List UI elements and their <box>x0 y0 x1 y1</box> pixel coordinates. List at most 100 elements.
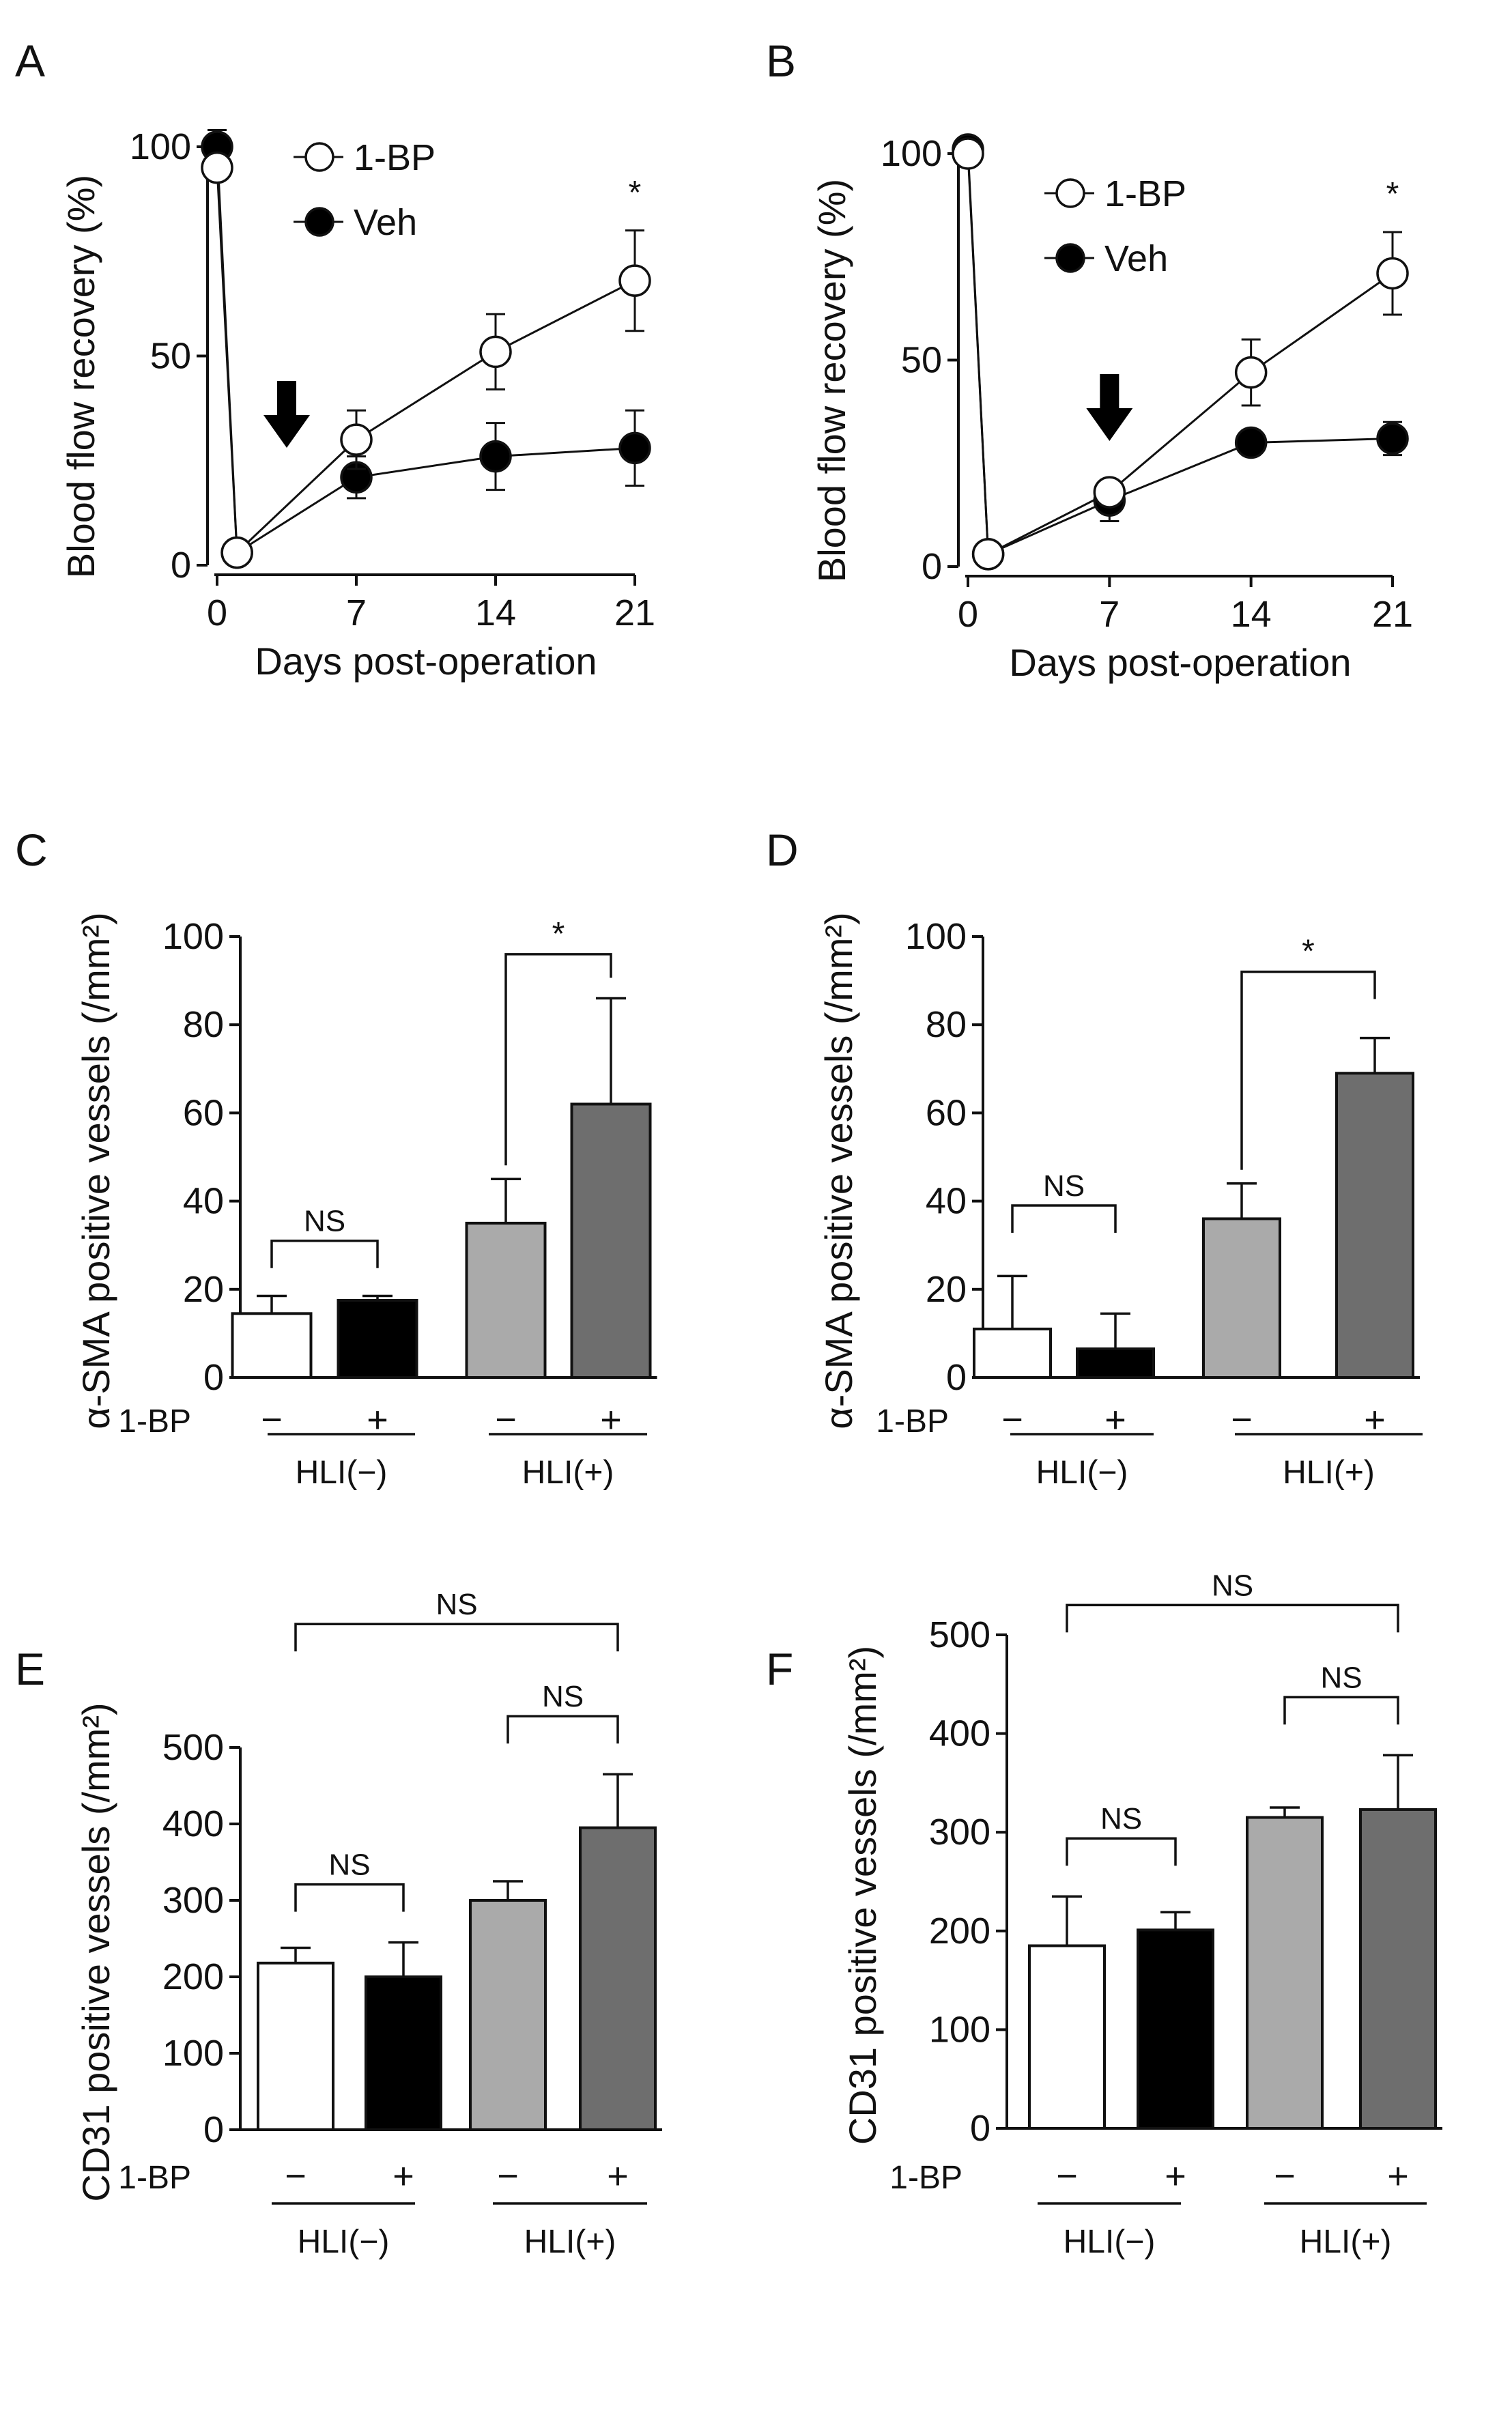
bar <box>1202 1217 1281 1379</box>
comparison-bracket <box>1011 1204 1117 1233</box>
y-tick-label: 100 <box>905 916 967 957</box>
y-tick-label: 80 <box>183 1004 224 1045</box>
significance-star: * <box>629 175 642 211</box>
y-tick-label: 0 <box>203 2109 224 2150</box>
data-point <box>1234 356 1268 389</box>
panel-c: C 0 20 40 60 80 100 α-SMA positive vessels (/mm… <box>15 825 657 1491</box>
treatment-arrow <box>1086 374 1133 441</box>
data-point <box>340 423 373 456</box>
data-point <box>479 335 512 369</box>
y-tick-label: 100 <box>881 133 942 174</box>
treatment-sign: + <box>393 2156 414 2197</box>
bar <box>231 1312 313 1379</box>
group-label: HLI(+) <box>1283 1455 1375 1491</box>
y-tick-label: 40 <box>926 1181 967 1222</box>
group-label: HLI(+) <box>524 2224 616 2260</box>
y-tick-label: 100 <box>130 126 191 167</box>
comparison-label: NS <box>1212 1569 1253 1602</box>
series-line <box>216 167 636 555</box>
y-tick-label: 100 <box>162 2033 224 2074</box>
treatment-sign: − <box>1056 2156 1078 2197</box>
y-tick-label: 40 <box>183 1181 224 1222</box>
data-point <box>618 431 651 465</box>
y-tick-label: 400 <box>929 1713 990 1754</box>
data-point <box>971 538 1005 571</box>
panel-a: A 0 50 100 0 7 14 21 Days post-operation Blood fl… <box>15 35 655 683</box>
data-point <box>201 151 233 184</box>
comparison-bracket <box>1240 970 1376 1170</box>
y-tick-label: 80 <box>926 1004 967 1045</box>
bar <box>1137 1928 1214 2130</box>
treatment-label: 1-BP <box>118 1403 191 1440</box>
panel-label: E <box>15 1644 45 1694</box>
y-axis-title: CD31 positive vessels (/mm²) <box>74 1702 117 2201</box>
x-tick-label: 14 <box>1231 594 1272 635</box>
x-tick-label: 21 <box>614 592 655 633</box>
y-tick-label: 0 <box>171 545 191 586</box>
y-axis-title: α-SMA positive vessels (/mm²) <box>817 912 860 1429</box>
y-tick-label: 500 <box>162 1727 224 1768</box>
bar <box>1246 1816 1324 2130</box>
y-tick-label: 60 <box>926 1092 967 1133</box>
comparison-bracket <box>294 1623 619 1652</box>
legend-marker <box>1055 243 1085 273</box>
comparison-label: NS <box>1100 1802 1142 1836</box>
treatment-sign: − <box>497 2156 519 2197</box>
y-tick-label: 50 <box>901 340 942 381</box>
bar <box>469 1899 547 2131</box>
y-axis-title: α-SMA positive vessels (/mm²) <box>74 912 117 1429</box>
bar <box>973 1327 1052 1379</box>
bar <box>570 1102 652 1379</box>
comparison-bracket <box>504 953 612 1166</box>
y-tick-label: 0 <box>203 1357 224 1398</box>
legend-label-veh: Veh <box>1104 238 1168 279</box>
bar <box>1359 1808 1437 2130</box>
treatment-sign: − <box>285 2156 306 2197</box>
bar <box>1028 1944 1106 2130</box>
comparison-bracket <box>507 1715 619 1744</box>
x-tick-label: 0 <box>958 594 978 635</box>
y-tick-label: 300 <box>162 1880 224 1921</box>
y-tick-label: 200 <box>162 1956 224 1997</box>
group-label: HLI(−) <box>296 1455 388 1491</box>
data-point <box>1376 257 1409 290</box>
panel-b: B 0 50 100 0 7 14 21 Days post-operation Blood fl… <box>766 35 1413 684</box>
panel-label: B <box>766 35 796 86</box>
y-axis-title: Blood flow recovery (%) <box>59 175 102 578</box>
x-tick-label: 14 <box>475 592 516 633</box>
treatment-label: 1-BP <box>118 2160 191 2196</box>
y-axis-title: CD31 positive vessels (/mm²) <box>841 1646 884 2145</box>
group-label: HLI(−) <box>298 2224 390 2260</box>
y-tick-label: 100 <box>162 916 224 957</box>
comparison-label: NS <box>436 1588 477 1621</box>
panel-label: A <box>15 35 45 86</box>
comparison-label: NS <box>1043 1169 1085 1203</box>
x-axis-title: Days post-operation <box>255 640 597 683</box>
legend-label-veh: Veh <box>354 202 417 243</box>
panel-label: D <box>766 825 799 875</box>
treatment-arrow <box>263 381 310 448</box>
legend-label-1-bp: 1-BP <box>354 137 436 178</box>
comparison-label: NS <box>542 1680 584 1713</box>
legend-marker <box>304 142 334 172</box>
bar <box>365 1975 442 2131</box>
series-1-bp <box>201 151 651 569</box>
y-tick-label: 20 <box>183 1269 224 1310</box>
x-tick-label: 21 <box>1372 594 1413 635</box>
y-tick-label: 400 <box>162 1803 224 1844</box>
bar <box>1335 1072 1414 1379</box>
legend-marker <box>1055 178 1085 208</box>
comparison-bracket <box>1066 1603 1399 1633</box>
bar <box>257 1961 334 2132</box>
y-axis-title: Blood flow recovery (%) <box>810 179 853 582</box>
significance-star: * <box>1386 176 1399 212</box>
treatment-sign: − <box>1274 2156 1296 2197</box>
panel-label: F <box>766 1644 793 1694</box>
y-tick-label: 60 <box>183 1092 224 1133</box>
y-tick-label: 0 <box>970 2108 990 2149</box>
x-tick-label: 0 <box>207 592 227 633</box>
bar <box>465 1221 547 1380</box>
comparison-bracket <box>1066 1837 1177 1866</box>
y-tick-label: 50 <box>150 336 191 377</box>
group-label: HLI(+) <box>1300 2224 1392 2260</box>
